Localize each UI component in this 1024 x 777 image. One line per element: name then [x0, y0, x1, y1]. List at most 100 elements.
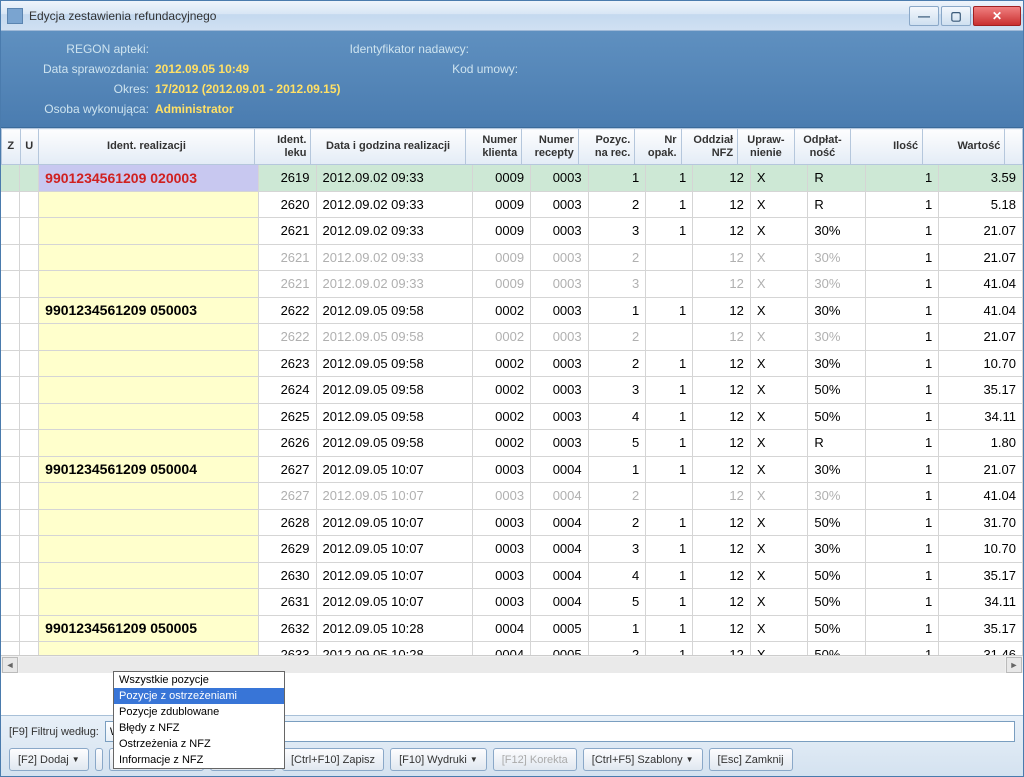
close-button[interactable]: ✕ — [973, 6, 1021, 26]
dropdown-option[interactable]: Wszystkie pozycje — [114, 672, 284, 688]
col-upraw[interactable]: Upraw-nienie — [738, 129, 795, 165]
cell-col-z — [1, 642, 20, 655]
cell-col-nfz: 12 — [693, 351, 751, 377]
hidden-button[interactable] — [95, 748, 103, 771]
cell-col-nfz: 12 — [693, 510, 751, 536]
cell-col-leku: 2631 — [258, 589, 316, 615]
cell-col-leku: 2620 — [258, 192, 316, 218]
cell-col-upraw: X — [750, 589, 808, 615]
cell-col-pozyc: 4 — [588, 404, 646, 430]
cell-col-leku: 2628 — [258, 510, 316, 536]
cell-col-pozyc: 3 — [588, 218, 646, 244]
table-row[interactable]: 26332012.09.05 10:28000400052112X50%131.… — [1, 642, 1023, 655]
col-pozyc[interactable]: Pozyc. na rec. — [578, 129, 635, 165]
cell-col-z — [1, 192, 20, 218]
cell-col-opak — [646, 271, 693, 297]
table-row[interactable]: 9901234561209 02000326192012.09.02 09:33… — [1, 165, 1023, 192]
table-row[interactable]: 26292012.09.05 10:07000300043112X30%110.… — [1, 536, 1023, 563]
cell-col-recepty: 0003 — [531, 351, 589, 377]
table-row[interactable]: 9901234561209 05000426272012.09.05 10:07… — [1, 457, 1023, 484]
cell-col-recepty: 0004 — [531, 563, 589, 589]
filter-textbox[interactable] — [281, 721, 1015, 742]
table-row[interactable]: 26212012.09.02 09:3300090003212X30%121.0… — [1, 245, 1023, 272]
table-row[interactable]: 26212012.09.02 09:3300090003312X30%141.0… — [1, 271, 1023, 298]
cell-col-nfz: 12 — [693, 457, 751, 483]
table-row[interactable]: 26262012.09.05 09:58000200035112XR11.80 — [1, 430, 1023, 457]
cell-col-ilosc: 1 — [865, 271, 938, 297]
cell-col-nfz: 12 — [693, 563, 751, 589]
cell-col-odpl: 50% — [808, 510, 866, 536]
col-ilosc[interactable]: Ilość — [851, 129, 923, 165]
dropdown-option[interactable]: Błędy z NFZ — [114, 720, 284, 736]
cell-col-z — [1, 563, 20, 589]
cell-col-ident — [39, 218, 259, 244]
table-row[interactable]: 26232012.09.05 09:58000200032112X30%110.… — [1, 351, 1023, 378]
filter-dropdown[interactable]: Wszystkie pozycjePozycje z ostrzeżeniami… — [113, 671, 285, 769]
cell-col-opak: 1 — [646, 563, 693, 589]
cell-col-ident — [39, 536, 259, 562]
col-scroll-spacer — [1005, 129, 1023, 165]
zamknij-button[interactable]: [Esc] Zamknij — [709, 748, 793, 771]
dropdown-option[interactable]: Ostrzeżenia z NFZ — [114, 736, 284, 752]
table-row[interactable]: 9901234561209 05000326222012.09.05 09:58… — [1, 298, 1023, 325]
cell-col-opak: 1 — [646, 192, 693, 218]
scroll-right-icon[interactable]: ► — [1006, 657, 1022, 673]
cell-col-data: 2012.09.02 09:33 — [316, 245, 473, 271]
col-u[interactable]: U — [20, 129, 39, 165]
cell-col-recepty: 0003 — [531, 404, 589, 430]
okres-value: 17/2012 (2012.09.01 - 2012.09.15) — [155, 79, 340, 99]
dropdown-option[interactable]: Pozycje z ostrzeżeniami — [114, 688, 284, 704]
footer-toolbar: [F9] Filtruj według: Wszystkie pozycje ▾… — [1, 715, 1023, 776]
table-row[interactable]: 26272012.09.05 10:0700030004212X30%141.0… — [1, 483, 1023, 510]
table-row[interactable]: 9901234561209 05000526322012.09.05 10:28… — [1, 616, 1023, 643]
cell-col-nfz: 12 — [693, 616, 751, 642]
cell-col-ident — [39, 245, 259, 271]
table-row[interactable]: 26202012.09.02 09:33000900032112XR15.18 — [1, 192, 1023, 219]
table-row[interactable]: 26252012.09.05 09:58000200034112X50%134.… — [1, 404, 1023, 431]
cell-col-opak — [646, 245, 693, 271]
dropdown-option[interactable]: Pozycje zdublowane — [114, 704, 284, 720]
szablony-button[interactable]: [Ctrl+F5] Szablony▼ — [583, 748, 703, 771]
zapisz-button[interactable]: [Ctrl+F10] Zapisz — [282, 748, 384, 771]
wydruki-button[interactable]: [F10] Wydruki▼ — [390, 748, 487, 771]
cell-col-pozyc: 1 — [588, 616, 646, 642]
col-opak[interactable]: Nr opak. — [635, 129, 681, 165]
col-ident[interactable]: Ident. realizacji — [39, 129, 255, 165]
cell-col-ident — [39, 324, 259, 350]
table-row[interactable]: 26222012.09.05 09:5800020003212X30%121.0… — [1, 324, 1023, 351]
dodaj-button[interactable]: [F2] Dodaj▼ — [9, 748, 89, 771]
table-body[interactable]: 9901234561209 02000326192012.09.02 09:33… — [1, 165, 1023, 655]
cell-col-klienta: 0004 — [473, 616, 531, 642]
dropdown-option[interactable]: Informacje z NFZ — [114, 752, 284, 768]
cell-col-klienta: 0003 — [473, 536, 531, 562]
cell-col-pozyc: 2 — [588, 324, 646, 350]
col-recepty[interactable]: Numer recepty — [522, 129, 579, 165]
table-row[interactable]: 26212012.09.02 09:33000900033112X30%121.… — [1, 218, 1023, 245]
cell-col-wart: 3.59 — [939, 165, 1023, 191]
table-row[interactable]: 26312012.09.05 10:07000300045112X50%134.… — [1, 589, 1023, 616]
cell-col-data: 2012.09.05 10:07 — [316, 563, 473, 589]
col-nfz[interactable]: Oddział NFZ — [681, 129, 738, 165]
col-odpl[interactable]: Odpłat-ność — [794, 129, 851, 165]
cell-col-ident: 9901234561209 020003 — [39, 165, 259, 191]
col-leku[interactable]: Ident. leku — [254, 129, 311, 165]
cell-col-u — [20, 298, 39, 324]
col-wart[interactable]: Wartość — [923, 129, 1005, 165]
window-title: Edycja zestawienia refundacyjnego — [29, 9, 909, 23]
cell-col-pozyc: 3 — [588, 271, 646, 297]
cell-col-data: 2012.09.05 10:07 — [316, 483, 473, 509]
minimize-button[interactable]: — — [909, 6, 939, 26]
col-klienta[interactable]: Numer klienta — [465, 129, 522, 165]
maximize-button[interactable]: ▢ — [941, 6, 971, 26]
osoba-value: Administrator — [155, 99, 234, 119]
table-row[interactable]: 26302012.09.05 10:07000300044112X50%135.… — [1, 563, 1023, 590]
cell-col-ident: 9901234561209 050003 — [39, 298, 259, 324]
col-data[interactable]: Data i godzina realizacji — [311, 129, 465, 165]
cell-col-nfz: 12 — [693, 165, 751, 191]
scroll-left-icon[interactable]: ◄ — [2, 657, 18, 673]
col-z[interactable]: Z — [2, 129, 21, 165]
table-row[interactable]: 26242012.09.05 09:58000200033112X50%135.… — [1, 377, 1023, 404]
cell-col-nfz: 12 — [693, 404, 751, 430]
cell-col-opak: 1 — [646, 298, 693, 324]
table-row[interactable]: 26282012.09.05 10:07000300042112X50%131.… — [1, 510, 1023, 537]
